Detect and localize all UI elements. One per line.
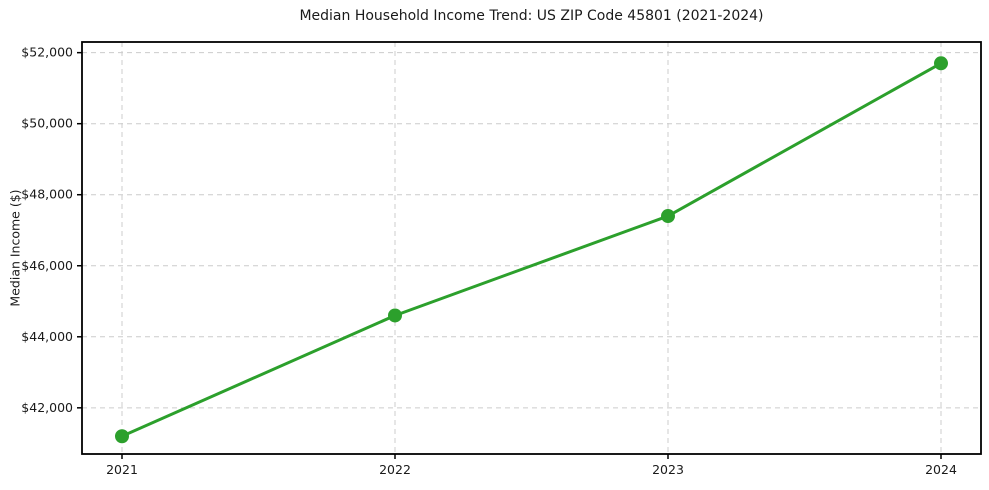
x-tick-label: 2023 — [652, 462, 684, 477]
series-line — [120, 61, 943, 438]
y-tick-label: $50,000 — [21, 116, 73, 131]
y-tick-label: $52,000 — [21, 45, 73, 60]
y-tick-label: $48,000 — [21, 187, 73, 202]
data-point — [115, 429, 129, 444]
data-point — [661, 209, 675, 224]
chart-title: Median Household Income Trend: US ZIP Co… — [299, 8, 764, 24]
plot-border — [81, 41, 982, 455]
x-tick-label: 2024 — [925, 462, 957, 477]
y-tick-label: $46,000 — [21, 258, 73, 273]
x-tick-label: 2021 — [106, 462, 138, 477]
y-tick-label: $44,000 — [21, 329, 73, 344]
data-point — [934, 56, 948, 71]
y-tick-label: $42,000 — [21, 400, 73, 415]
x-tick-label: 2022 — [379, 462, 411, 477]
data-point — [388, 308, 402, 323]
